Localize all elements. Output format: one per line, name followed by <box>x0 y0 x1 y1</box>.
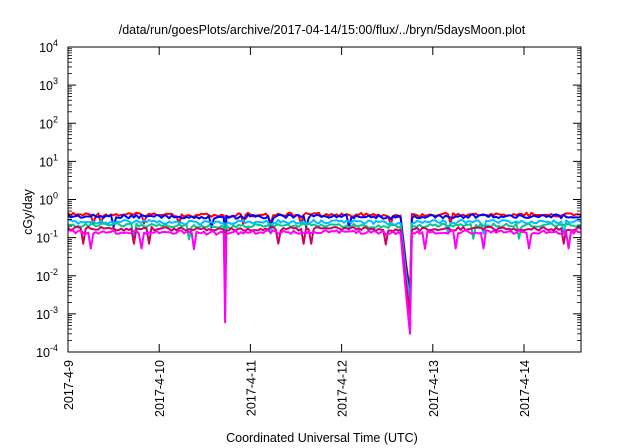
x-tick-label: 2017-4-13 <box>427 360 441 417</box>
y-tick-label: 104 <box>39 38 58 55</box>
y-tick-label: 10-3 <box>36 305 58 322</box>
plot-frame <box>67 46 582 353</box>
series-line-3 <box>67 222 582 309</box>
chart-title: /data/run/goesPlots/archive/2017-04-14/1… <box>119 23 526 37</box>
y-tick-label: 10-1 <box>36 229 58 246</box>
y-tick-label: 10-4 <box>36 343 58 360</box>
x-tick-label: 2017-4-14 <box>518 360 532 417</box>
x-tick-label: 2017-4-12 <box>336 360 350 417</box>
x-tick-label: 2017-4-11 <box>244 360 258 416</box>
series-line-5 <box>67 229 582 335</box>
y-tick-label: 102 <box>39 114 58 131</box>
axes: 10-4 10-3 10-2 10-1 100 101 102 103 104 2017-4-9 2… <box>36 38 582 417</box>
series-line-2 <box>67 218 582 300</box>
y-tick-label: 100 <box>39 191 58 208</box>
series-line-1 <box>67 213 582 297</box>
x-tick-label: 2017-4-9 <box>62 360 76 410</box>
x-axis-label: Coordinated Universal Time (UTC) <box>226 431 418 445</box>
y-tick-label: 101 <box>39 152 58 169</box>
y-axis-label: cGy/day <box>21 188 35 235</box>
x-tick-label: 2017-4-10 <box>153 360 167 417</box>
series-group <box>67 211 582 335</box>
y-tick-label: 10-2 <box>36 267 58 284</box>
series-line-4 <box>67 225 582 315</box>
y-tick-label: 103 <box>39 76 58 93</box>
